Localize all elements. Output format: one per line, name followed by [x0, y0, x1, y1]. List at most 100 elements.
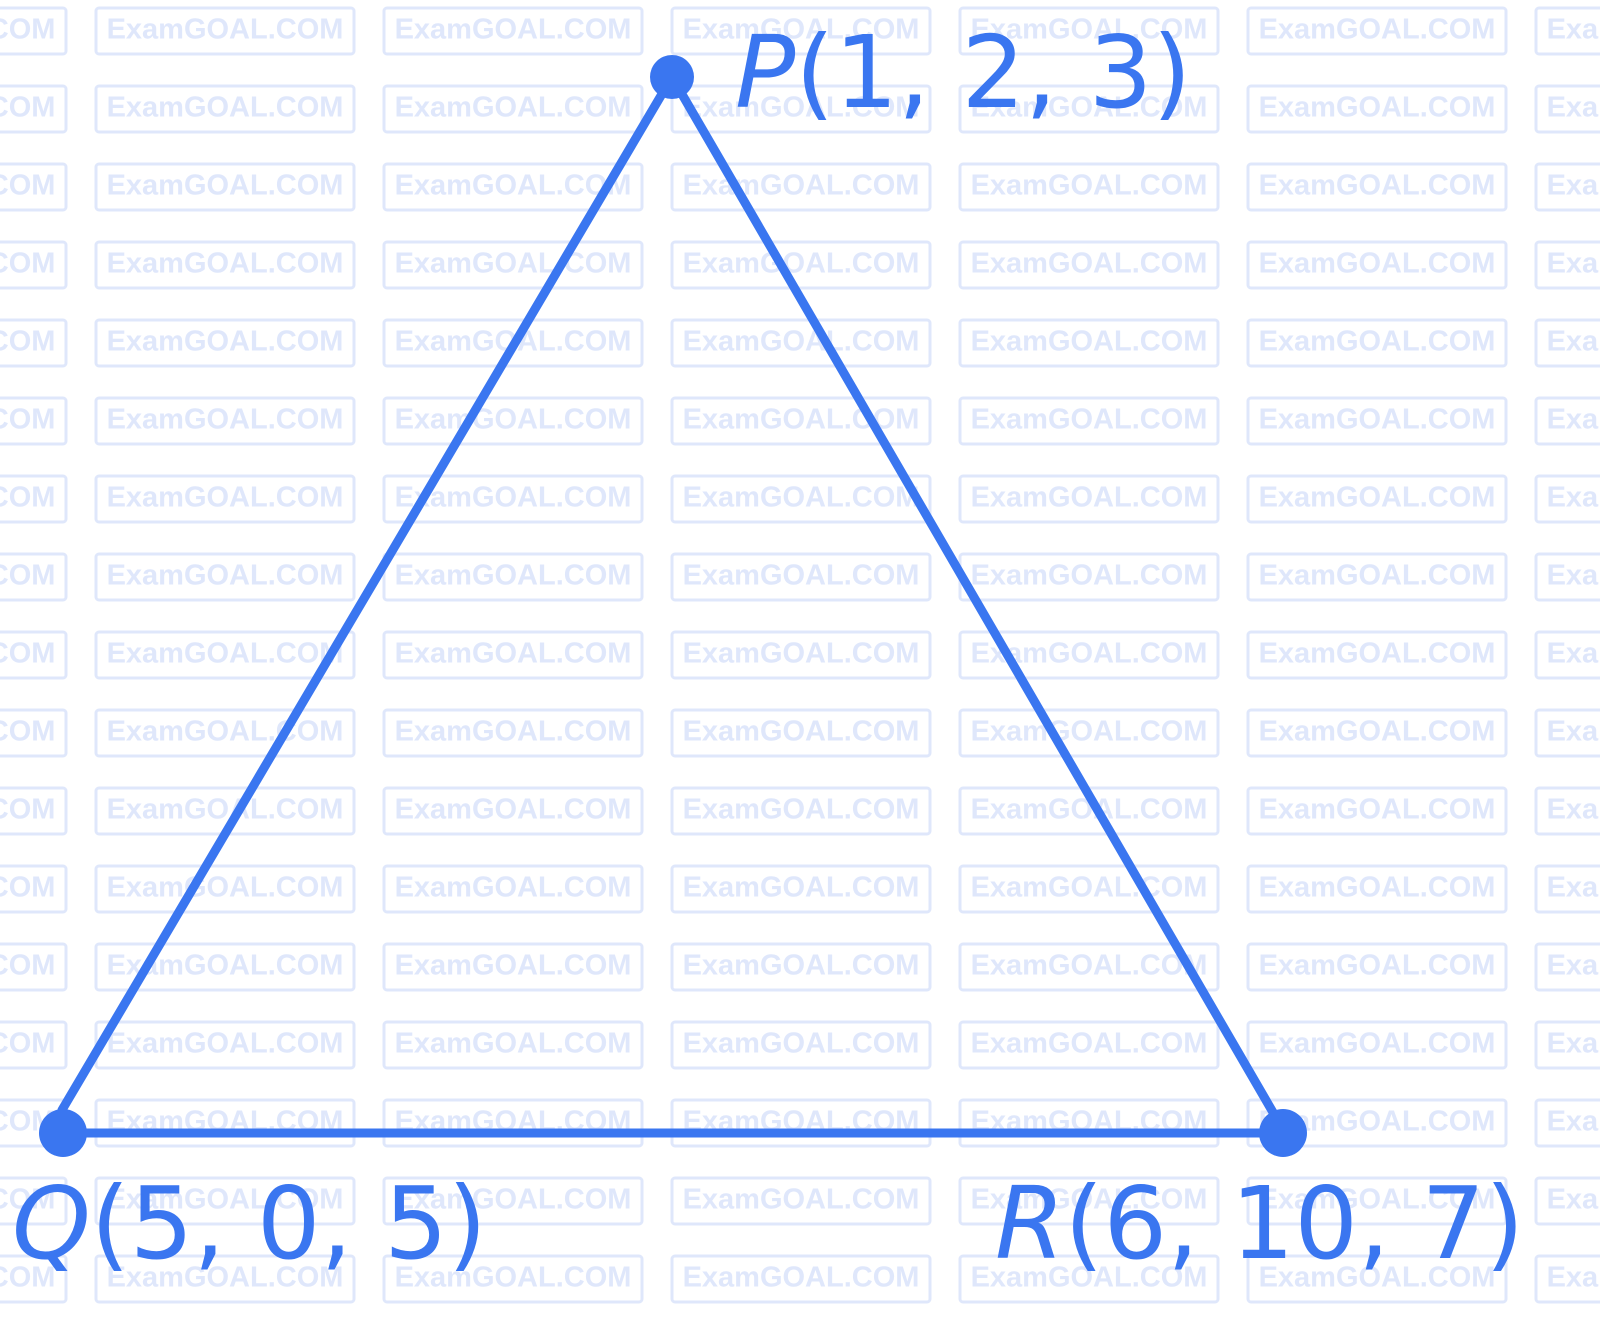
watermark-box [958, 942, 1220, 992]
watermark-box [958, 708, 1220, 758]
watermark-layer: ExamGOAL.COM ExamGOAL.COM ExamGOAL.COM Exam… [0, 6, 1600, 1304]
watermark-box [958, 318, 1220, 368]
watermark-box [958, 1176, 1220, 1226]
watermark-text: ExamGOAL.COM [395, 560, 632, 592]
watermark-box [94, 6, 356, 56]
watermark-text: ExamGOAL.COM [1547, 1262, 1600, 1294]
watermark-text: ExamGOAL.COM [683, 560, 920, 592]
watermark-text: ExamGOAL.COM [0, 872, 55, 904]
watermark-text: ExamGOAL.COM [683, 404, 920, 436]
watermark-text: ExamGOAL.COM [395, 1262, 632, 1294]
watermark-box [670, 786, 932, 836]
watermark-text: ExamGOAL.COM [0, 326, 55, 358]
watermark-text: ExamGOAL.COM [107, 170, 344, 202]
watermark-text: ExamGOAL.COM [395, 404, 632, 436]
watermark-box [958, 240, 1220, 290]
watermark-text: ExamGOAL.COM [1547, 482, 1600, 514]
watermark-box [1246, 942, 1508, 992]
watermark-box [0, 1254, 68, 1304]
watermark-box [0, 630, 68, 680]
watermark-text: ExamGOAL.COM [683, 92, 920, 124]
watermark-box [0, 396, 68, 446]
watermark-text: ExamGOAL.COM [1259, 92, 1496, 124]
watermark-box [1246, 630, 1508, 680]
watermark-text: ExamGOAL.COM [1259, 404, 1496, 436]
watermark-box [670, 552, 932, 602]
watermark-box [958, 396, 1220, 446]
watermark-text: ExamGOAL.COM [971, 326, 1208, 358]
watermark-text: ExamGOAL.COM [1547, 1106, 1600, 1138]
watermark-box [382, 1020, 644, 1070]
watermark-box [670, 6, 932, 56]
watermark-text: ExamGOAL.COM [0, 92, 55, 124]
watermark-text: ExamGOAL.COM [1259, 482, 1496, 514]
vertex-q [39, 1109, 87, 1157]
watermark-text: ExamGOAL.COM [395, 92, 632, 124]
watermark-text: ExamGOAL.COM [1259, 560, 1496, 592]
watermark-text: ExamGOAL.COM [1259, 248, 1496, 280]
watermark-box [382, 318, 644, 368]
watermark-box [958, 162, 1220, 212]
watermark-box [382, 1098, 644, 1148]
watermark-box [382, 708, 644, 758]
watermark-box [382, 84, 644, 134]
watermark-box [382, 162, 644, 212]
watermark-text: ExamGOAL.COM [1259, 1184, 1496, 1216]
watermark-text: ExamGOAL.COM [1259, 14, 1496, 46]
watermark-box [1534, 474, 1600, 524]
watermark-box [382, 240, 644, 290]
watermark-text: ExamGOAL.COM [395, 1028, 632, 1060]
watermark-text: ExamGOAL.COM [107, 14, 344, 46]
watermark-box [1246, 1254, 1508, 1304]
watermark-text: ExamGOAL.COM [0, 794, 55, 826]
watermark-box [958, 864, 1220, 914]
watermark-box [0, 162, 68, 212]
watermark-box [382, 1254, 644, 1304]
watermark-text: ExamGOAL.COM [395, 872, 632, 904]
watermark-text: ExamGOAL.COM [683, 248, 920, 280]
watermark-box [670, 318, 932, 368]
watermark-text: ExamGOAL.COM [107, 872, 344, 904]
watermark-box [958, 1254, 1220, 1304]
watermark-text: ExamGOAL.COM [0, 1262, 55, 1294]
watermark-box [0, 864, 68, 914]
watermark-box [94, 84, 356, 134]
watermark-text: ExamGOAL.COM [1259, 794, 1496, 826]
watermark-box [0, 786, 68, 836]
watermark-box [1534, 942, 1600, 992]
watermark-box [1534, 162, 1600, 212]
watermark-box [1534, 1020, 1600, 1070]
watermark-text: ExamGOAL.COM [395, 170, 632, 202]
watermark-box [670, 84, 932, 134]
watermark-text: ExamGOAL.COM [1547, 170, 1600, 202]
watermark-text: ExamGOAL.COM [107, 1184, 344, 1216]
watermark-box [1246, 318, 1508, 368]
watermark-box [94, 240, 356, 290]
watermark-box [1534, 708, 1600, 758]
watermark-box [382, 942, 644, 992]
watermark-text: ExamGOAL.COM [971, 14, 1208, 46]
watermark-box [958, 474, 1220, 524]
watermark-text: ExamGOAL.COM [395, 1184, 632, 1216]
watermark-text: ExamGOAL.COM [971, 560, 1208, 592]
watermark-text: ExamGOAL.COM [971, 92, 1208, 124]
label-r: R(6, 10, 7) [995, 1165, 1524, 1282]
watermark-text: ExamGOAL.COM [971, 170, 1208, 202]
watermark-text: ExamGOAL.COM [1547, 1028, 1600, 1060]
watermark-box [382, 552, 644, 602]
watermark-box [382, 474, 644, 524]
watermark-box [1534, 786, 1600, 836]
watermark-text: ExamGOAL.COM [683, 1184, 920, 1216]
watermark-box [94, 396, 356, 446]
watermark-box [94, 864, 356, 914]
watermark-text: ExamGOAL.COM [971, 1184, 1208, 1216]
watermark-box [1534, 6, 1600, 56]
node-name: P [735, 14, 796, 131]
watermark-text: ExamGOAL.COM [971, 404, 1208, 436]
watermark-box [1246, 552, 1508, 602]
edge-pr [667, 72, 1290, 1138]
watermark-box [958, 6, 1220, 56]
node-name: Q [12, 1165, 91, 1282]
watermark-box [382, 396, 644, 446]
label-p: P(1, 2, 3) [735, 14, 1191, 131]
